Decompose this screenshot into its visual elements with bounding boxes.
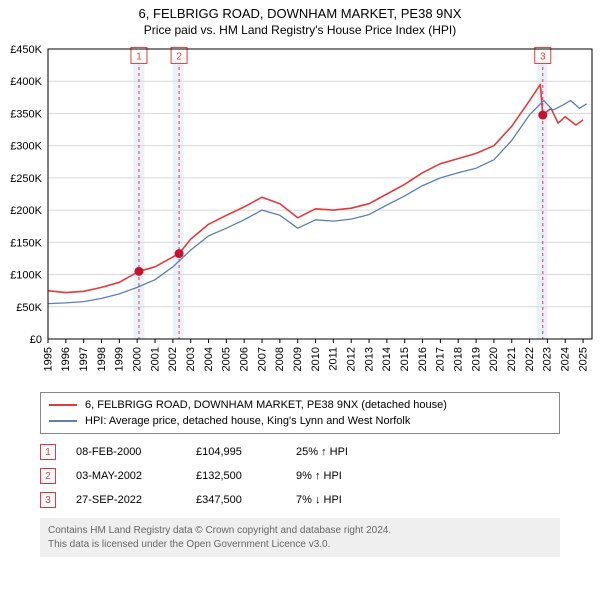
svg-text:2011: 2011 [328,347,340,371]
attribution-footer: Contains HM Land Registry data © Crown c… [40,518,560,557]
svg-text:1: 1 [136,51,142,62]
svg-text:2: 2 [176,51,182,62]
event-table: 1 08-FEB-2000£104,99525% ↑ HPI 2 03-MAY-200… [40,440,560,512]
line-chart-svg: £0 £50K £100K £150K £200K £250K £300K £350K £400… [0,39,600,384]
event-badge: 3 [40,492,56,508]
event-date: 27-SEP-2022 [76,494,196,506]
svg-text:2014: 2014 [381,347,393,371]
svg-text:2023: 2023 [542,347,554,371]
event-badge: 1 [40,444,56,460]
svg-text:2017: 2017 [435,347,447,371]
event-price: £132,500 [196,470,296,482]
event-badge: 2 [40,468,56,484]
svg-text:£100K: £100K [10,270,42,282]
svg-text:2003: 2003 [185,347,197,371]
svg-text:1997: 1997 [78,347,90,371]
svg-text:2012: 2012 [346,347,358,371]
chart-area: £0 £50K £100K £150K £200K £250K £300K £350K £400… [0,39,600,384]
legend-label: HPI: Average price, detached house, King… [85,415,410,427]
event-delta: 25% ↑ HPI [296,446,396,458]
event-row: 2 03-MAY-2002£132,5009% ↑ HPI [40,464,560,488]
svg-text:£0: £0 [30,334,42,346]
svg-text:2000: 2000 [131,347,143,371]
svg-text:2005: 2005 [221,347,233,371]
svg-text:2004: 2004 [203,347,215,371]
svg-text:3: 3 [540,51,546,62]
svg-text:£350K: £350K [10,108,42,120]
svg-text:2024: 2024 [560,347,572,371]
svg-text:2016: 2016 [417,347,429,371]
svg-text:1998: 1998 [96,347,108,371]
svg-text:£150K: £150K [10,237,42,249]
svg-text:£400K: £400K [10,76,42,88]
legend-swatch [49,404,77,406]
title-line-2: Price paid vs. HM Land Registry's House … [0,23,600,37]
legend-box: 6, FELBRIGG ROAD, DOWNHAM MARKET, PE38 9… [40,392,560,434]
event-row: 3 27-SEP-2022£347,5007% ↓ HPI [40,488,560,512]
event-price: £347,500 [196,494,296,506]
svg-text:£200K: £200K [10,205,42,217]
event-date: 03-MAY-2002 [76,470,196,482]
legend-label: 6, FELBRIGG ROAD, DOWNHAM MARKET, PE38 9… [85,399,447,411]
svg-text:2015: 2015 [399,347,411,371]
svg-text:1996: 1996 [60,347,72,371]
footer-line-2: This data is licensed under the Open Gov… [48,538,552,552]
title-block: 6, FELBRIGG ROAD, DOWNHAM MARKET, PE38 9… [0,0,600,39]
event-row: 1 08-FEB-2000£104,99525% ↑ HPI [40,440,560,464]
legend-swatch [49,420,77,422]
svg-text:2020: 2020 [488,347,500,371]
svg-text:2008: 2008 [274,347,286,371]
svg-text:2001: 2001 [149,347,161,371]
svg-text:£50K: £50K [16,302,42,314]
svg-text:£250K: £250K [10,173,42,185]
chart-container: 6, FELBRIGG ROAD, DOWNHAM MARKET, PE38 9… [0,0,600,557]
svg-text:2019: 2019 [470,347,482,371]
event-delta: 7% ↓ HPI [296,494,396,506]
svg-text:£450K: £450K [10,44,42,56]
svg-text:£300K: £300K [10,141,42,153]
legend-item: 6, FELBRIGG ROAD, DOWNHAM MARKET, PE38 9… [49,397,551,413]
svg-text:2007: 2007 [256,347,268,371]
svg-text:2013: 2013 [363,347,375,371]
svg-text:2009: 2009 [292,347,304,371]
svg-text:1995: 1995 [42,347,54,371]
event-delta: 9% ↑ HPI [296,470,396,482]
svg-text:2021: 2021 [506,347,518,371]
svg-text:2006: 2006 [238,347,250,371]
event-date: 08-FEB-2000 [76,446,196,458]
svg-text:2002: 2002 [167,347,179,371]
svg-text:2010: 2010 [310,347,322,371]
title-line-1: 6, FELBRIGG ROAD, DOWNHAM MARKET, PE38 9… [0,6,600,21]
svg-text:2025: 2025 [577,347,589,371]
svg-text:1999: 1999 [114,347,126,371]
footer-line-1: Contains HM Land Registry data © Crown c… [48,524,552,538]
svg-text:2018: 2018 [453,347,465,371]
svg-text:2022: 2022 [524,347,536,371]
event-price: £104,995 [196,446,296,458]
legend-item: HPI: Average price, detached house, King… [49,413,551,429]
